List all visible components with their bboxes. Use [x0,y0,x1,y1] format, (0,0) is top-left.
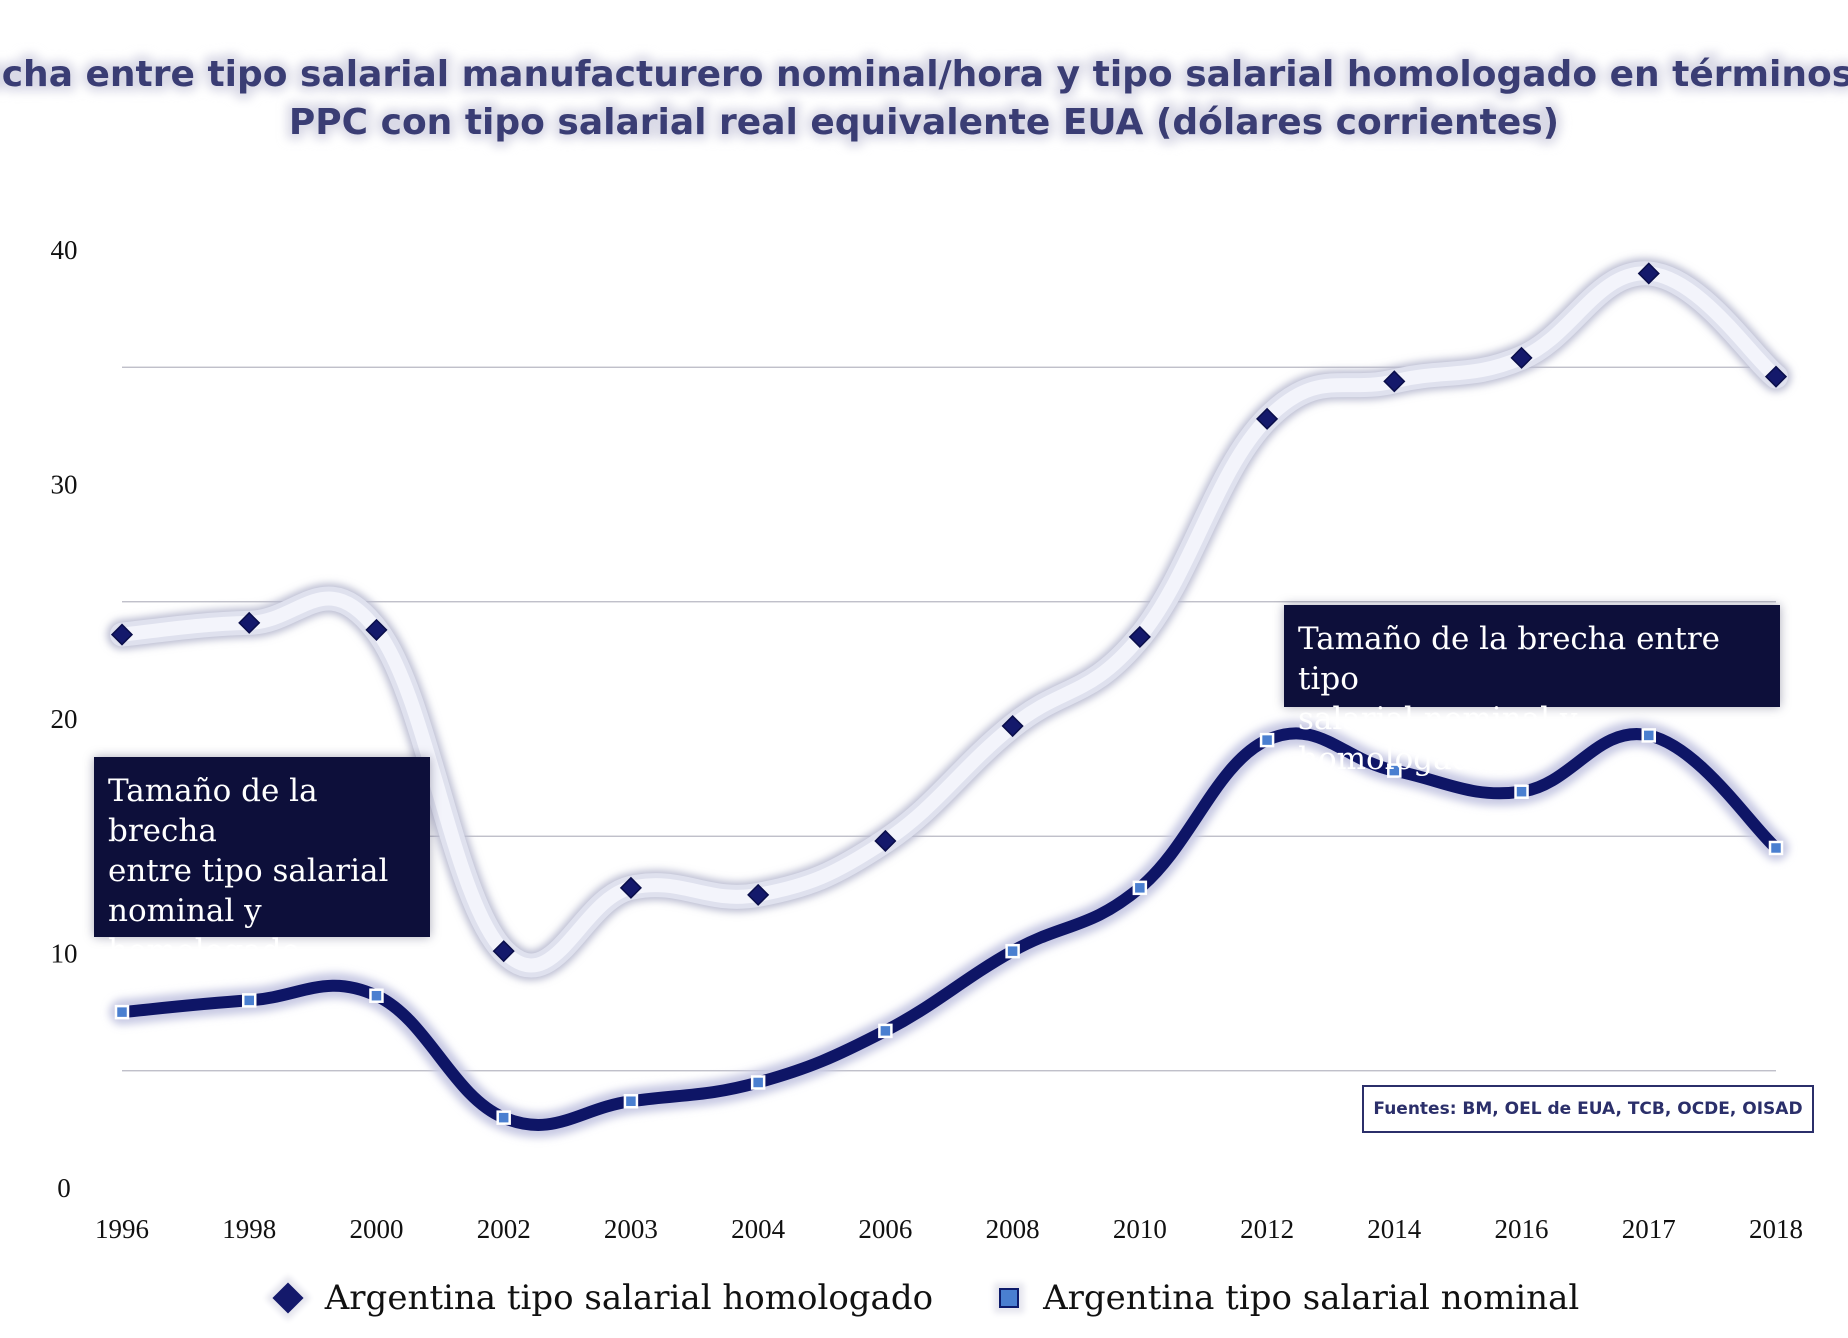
nominal-point[interactable] [878,1023,893,1039]
source-text: Fuentes: BM, OEL de EUA, TCB, OCDE, OISA… [1373,1099,1803,1119]
series-layer [107,258,1791,1138]
annotation-left-line: homologado [108,933,301,969]
legend-label-homologado: Argentina tipo salarial homologado [324,1278,934,1318]
x-tick-label: 2002 [477,1214,531,1244]
chart-title: Brecha entre tipo salarial manufacturero… [0,49,1848,148]
y-tick-label: 20 [51,704,78,734]
nominal-point[interactable] [750,1075,766,1090]
x-tick-label: 2016 [1495,1214,1549,1244]
diamond-marker-icon [272,1282,304,1314]
nominal-point[interactable] [1259,732,1275,748]
legend-label-nominal: Argentina tipo salarial nominal [1043,1278,1580,1318]
x-tick-label: 1998 [222,1214,276,1244]
nominal-point[interactable] [1387,763,1402,778]
x-axis: 1996 1998 2000 2002 2003 2004 2006 2008 2010 2012… [95,1214,1803,1244]
x-tick-label: 2010 [1113,1214,1167,1244]
square-marker-icon [999,1288,1020,1308]
nominal-point[interactable] [1768,840,1784,856]
chart-title-line-1: Brecha entre tipo salarial manufacturero… [0,54,1848,95]
x-tick-label: 2014 [1367,1214,1422,1244]
nominal-point[interactable] [496,1110,511,1125]
annotation-left-line: nominal y [108,893,262,929]
homologado-point[interactable] [492,940,515,963]
chart-title-glow-1: Brecha entre tipo salarial manufacturero… [0,54,1848,95]
annotation-left-line: entre tipo salarial [108,853,389,889]
nominal-point[interactable] [241,993,257,1008]
annotation-right: Tamaño de la brecha entre tipo salarial … [1284,605,1780,777]
homologado-point[interactable] [1764,365,1788,388]
x-tick-label: 1996 [95,1214,149,1244]
x-tick-label: 2008 [986,1214,1040,1244]
annotation-left-line: Tamaño de la brecha [108,773,318,849]
x-tick-label: 2017 [1622,1214,1676,1244]
homologado-point[interactable] [110,623,134,646]
nominal-point[interactable] [623,1093,639,1109]
legend: Argentina tipo salarial homologado Argen… [0,1268,1848,1328]
nominal-point[interactable] [1641,728,1657,743]
homologado-point[interactable] [874,829,897,853]
homologado-point[interactable] [1128,625,1151,648]
x-tick-label: 2006 [858,1214,912,1244]
homologado-point[interactable] [1001,714,1024,738]
homologado-point[interactable] [1383,370,1406,393]
nominal-point[interactable] [1514,784,1529,799]
homologado-point[interactable] [365,618,388,641]
source-note: Fuentes: BM, OEL de EUA, TCB, OCDE, OISA… [1362,1085,1814,1133]
x-tick-label: 2004 [731,1214,786,1244]
y-tick-label: 40 [51,235,78,265]
y-tick-label: 30 [51,470,78,500]
series-homologado-line [115,266,1783,973]
homologado-point[interactable] [1510,346,1533,369]
chart-title-line-2: PPC con tipo salarial real equivalente E… [289,102,1559,143]
homologado-point[interactable] [619,876,642,899]
nominal-point[interactable] [369,988,384,1003]
annotation-right-line: Tamaño de la brecha entre tipo [1298,621,1721,697]
homologado-point[interactable] [1637,262,1660,285]
nominal-point[interactable] [1132,880,1148,896]
annotation-left: Tamaño de la brecha entre tipo salarial … [94,757,430,969]
chart-title-glow-2: PPC con tipo salarial real equivalente E… [289,102,1559,143]
x-tick-label: 2018 [1749,1214,1803,1244]
y-tick-label: 0 [57,1173,71,1203]
homologado-point[interactable] [747,883,770,906]
x-tick-label: 2000 [349,1214,403,1244]
nominal-point[interactable] [114,1004,130,1020]
x-tick-label: 2003 [604,1214,658,1244]
annotation-right-line: salarial nominal y homologado [1298,701,1578,777]
y-tick-label: 10 [51,939,78,969]
legend-item-nominal[interactable]: Argentina tipo salarial nominal [993,1278,1579,1318]
homologado-point[interactable] [238,611,261,634]
y-axis: 0 10 20 30 40 [51,235,78,1203]
x-tick-label: 2012 [1240,1214,1294,1244]
homologado-point[interactable] [1256,407,1279,430]
nominal-point[interactable] [1005,943,1020,959]
legend-item-homologado[interactable]: Argentina tipo salarial homologado [269,1278,933,1318]
